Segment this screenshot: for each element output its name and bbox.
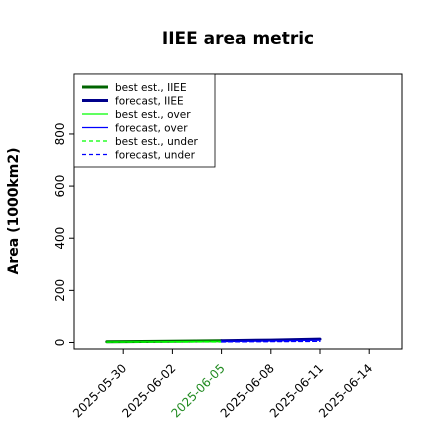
y-tick-label: 0 (53, 339, 67, 347)
series-line-3 (221, 339, 321, 342)
y-tick-label: 400 (53, 227, 67, 250)
y-axis: 0 200 400 600 800 (53, 122, 74, 346)
legend-box (73, 73, 216, 168)
legend-label: forecast, IIEE (115, 96, 184, 108)
y-tick-label: 200 (53, 279, 67, 302)
legend-label: best est., over (115, 109, 191, 121)
legend-label: forecast, under (115, 150, 196, 162)
legend-label: best est., IIEE (115, 82, 187, 94)
y-tick-label: 800 (53, 122, 67, 145)
series-line-1 (220, 337, 322, 343)
y-tick-label: 600 (53, 175, 67, 198)
legend-label: best est., under (115, 136, 199, 148)
y-axis-label: Area (1000km2) (6, 148, 22, 275)
plot-area (73, 73, 403, 350)
legend-label: forecast, over (115, 123, 188, 135)
series-line-5 (221, 340, 321, 343)
x-axis: 2025-05-302025-06-022025-06-052025-06-08… (70, 349, 375, 420)
series-lines (105, 337, 322, 344)
chart-title: IIEE area metric (162, 29, 314, 49)
